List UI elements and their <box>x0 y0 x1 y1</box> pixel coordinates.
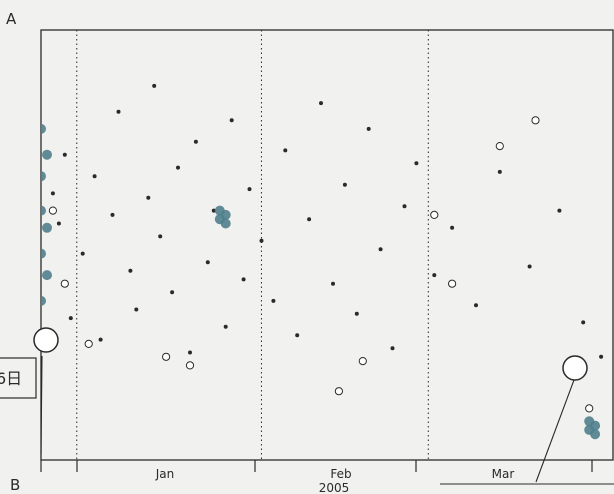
data-point-cluster <box>220 209 231 220</box>
data-point-dot <box>50 191 55 196</box>
data-point-cluster <box>41 248 46 259</box>
data-point-dot <box>319 101 323 106</box>
time-axis: Jan Feb Mar 2005 <box>40 460 593 494</box>
data-point-dot <box>146 195 151 200</box>
data-point-circle <box>430 210 439 219</box>
data-point-dot <box>98 337 103 342</box>
data-point-cluster <box>42 270 52 281</box>
data-point-dot <box>116 109 121 114</box>
scatter-plot <box>40 29 614 461</box>
callout-leader-right <box>535 379 575 483</box>
data-point-dot <box>342 182 347 187</box>
tick-label-mar: Mar <box>492 467 515 481</box>
data-point-dot <box>158 234 163 239</box>
data-point-dot <box>402 204 407 209</box>
cluster-series <box>41 123 601 440</box>
year-label: 2005 <box>319 481 350 494</box>
plot-frame <box>40 29 614 461</box>
data-point-dot <box>414 161 419 166</box>
data-point-dot <box>211 208 216 213</box>
data-point-circle <box>531 116 540 125</box>
data-point-circle <box>334 387 343 396</box>
data-point-circle <box>84 339 93 348</box>
data-point-dot <box>450 225 455 230</box>
data-point-dot <box>295 333 300 338</box>
data-point-cluster <box>41 171 46 182</box>
data-point-dot <box>205 260 210 265</box>
data-point-dot <box>170 290 175 295</box>
data-point-dot <box>223 324 228 329</box>
data-point-dot <box>68 316 73 321</box>
data-point-dot <box>229 118 234 123</box>
data-point-dot <box>152 83 157 88</box>
data-point-cluster <box>590 420 601 431</box>
panel-a-label: A <box>6 10 17 28</box>
data-point-dot <box>331 281 335 286</box>
data-point-circle <box>185 361 195 370</box>
callout-box <box>0 357 37 399</box>
open-circle-series <box>48 116 594 413</box>
data-point-dot <box>390 346 395 351</box>
data-point-cluster <box>41 205 46 216</box>
annotated-event-right <box>562 355 588 381</box>
callout-leader-left <box>40 355 43 455</box>
data-point-dot <box>241 277 246 282</box>
data-point-circle <box>495 142 504 151</box>
data-point-cluster <box>42 149 52 160</box>
tick-label-jan: Jan <box>155 467 175 481</box>
data-point-dot <box>378 247 383 252</box>
data-point-dot <box>599 354 604 359</box>
data-point-dot <box>271 298 276 303</box>
data-point-dot <box>193 139 198 144</box>
data-point-cluster <box>42 222 52 233</box>
data-point-cluster <box>41 123 46 134</box>
data-point-cluster <box>41 295 46 306</box>
data-point-dot <box>432 273 437 278</box>
data-point-dot <box>110 212 115 217</box>
data-point-dot <box>128 268 133 273</box>
data-point-dot <box>92 174 97 179</box>
data-point-dot <box>497 169 502 174</box>
annotated-event-left <box>33 327 59 353</box>
small-dot-series <box>50 83 604 359</box>
data-point-dot <box>62 152 67 157</box>
data-point-dot <box>247 187 252 192</box>
data-point-circle <box>162 352 171 361</box>
data-point-dot <box>259 238 264 243</box>
data-point-circle <box>60 279 69 288</box>
data-point-circle <box>48 206 58 215</box>
callout-right <box>440 355 614 485</box>
data-point-dot <box>557 208 562 213</box>
data-point-dot <box>581 320 586 325</box>
data-point-dot <box>527 264 532 269</box>
data-point-cluster <box>220 218 231 229</box>
data-point-dot <box>283 148 288 153</box>
data-point-dot <box>307 217 312 222</box>
data-point-dot <box>176 165 180 170</box>
data-point-dot <box>354 311 359 316</box>
data-point-dot <box>366 126 371 131</box>
data-point-dot <box>134 307 139 312</box>
data-point-circle <box>585 404 594 413</box>
data-point-circle <box>358 357 367 366</box>
data-point-dot <box>80 251 85 256</box>
callout-6: 6日 <box>0 327 59 455</box>
callout-label: 6日 <box>0 369 22 388</box>
panel-b-label: B <box>10 476 20 494</box>
data-point-dot <box>474 303 478 308</box>
tick-label-feb: Feb <box>330 467 351 481</box>
data-point-cluster <box>590 429 601 440</box>
data-point-dot <box>56 221 61 226</box>
data-point-dot <box>188 350 192 355</box>
data-point-circle <box>448 279 457 288</box>
